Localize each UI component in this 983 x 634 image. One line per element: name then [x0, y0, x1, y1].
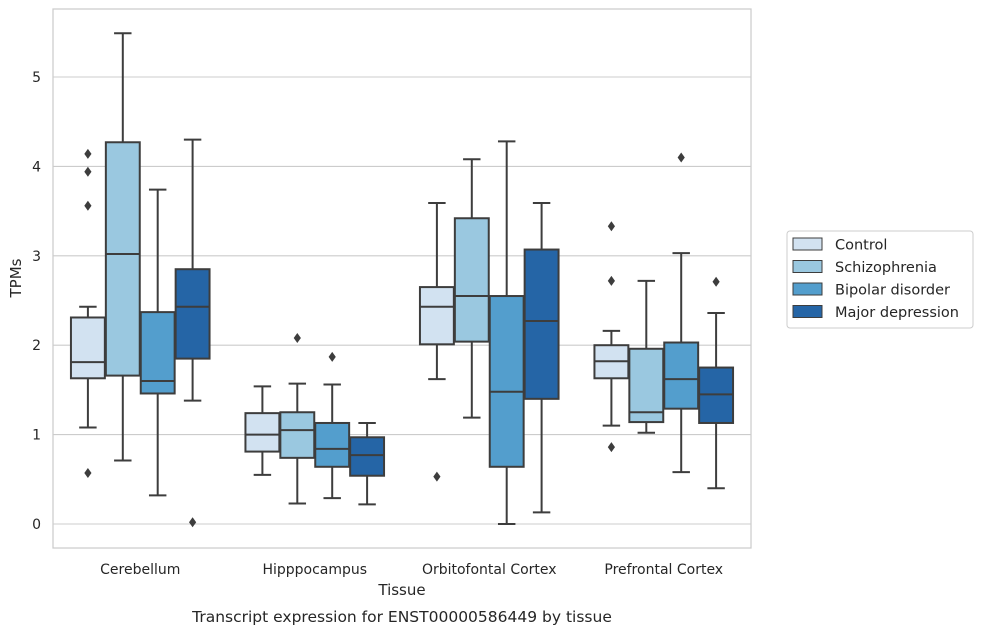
- legend-swatch: [792, 237, 823, 251]
- x-tick-label: Hipppocampus: [262, 562, 367, 578]
- box-bipolar-disorder: [314, 351, 351, 500]
- box-major-depression: [349, 421, 386, 506]
- plot-frame: [52, 8, 752, 549]
- outlier-point: [712, 276, 720, 287]
- outlier-point: [328, 351, 336, 362]
- x-tick-label: Prefrontal Cortex: [604, 562, 723, 578]
- y-axis-label: TPMs: [7, 258, 25, 298]
- y-tick-label: 2: [32, 338, 41, 354]
- box-major-depression: [174, 138, 211, 528]
- box-body: [418, 286, 455, 346]
- box-body: [349, 436, 386, 477]
- box-groups: [69, 32, 735, 528]
- legend: Control Schizophrenia Bipolar disorder Majo…: [786, 230, 974, 329]
- box-body: [488, 295, 525, 468]
- box-schizophrenia: [279, 333, 316, 505]
- box-schizophrenia: [453, 158, 490, 419]
- legend-label: Major depression: [835, 305, 959, 321]
- box-bipolar-disorder: [663, 152, 700, 474]
- box-body: [174, 268, 211, 360]
- box-body: [279, 411, 316, 459]
- box-body: [663, 341, 700, 410]
- outlier-point: [607, 442, 615, 453]
- y-tick-label: 4: [32, 159, 41, 175]
- box-control: [593, 221, 630, 453]
- outlier-point: [84, 148, 92, 159]
- box-body: [453, 217, 490, 343]
- box-schizophrenia: [104, 32, 141, 462]
- outlier-point: [84, 200, 92, 211]
- legend-label: Schizophrenia: [835, 260, 937, 276]
- outlier-point: [293, 333, 301, 344]
- y-tick-label: 3: [32, 249, 41, 265]
- y-tick-label: 5: [32, 70, 41, 86]
- legend-frame: [786, 230, 974, 329]
- box-bipolar-disorder: [139, 188, 176, 497]
- y-tick-label: 1: [32, 428, 41, 444]
- x-axis-label: Tissue: [377, 581, 425, 599]
- y-axis-ticks: 0 1 2 3 4 5: [32, 70, 41, 533]
- outlier-point: [677, 152, 685, 163]
- outlier-point: [607, 221, 615, 232]
- box-body: [139, 311, 176, 395]
- outlier-point: [84, 166, 92, 177]
- legend-label: Bipolar disorder: [835, 283, 950, 299]
- box-major-depression: [523, 202, 560, 514]
- box-control: [244, 385, 281, 476]
- chart-caption: Transcript expression for ENST0000058644…: [191, 608, 612, 626]
- legend-label: Control: [835, 238, 887, 254]
- box-body: [104, 141, 141, 377]
- box-body: [244, 412, 281, 453]
- legend-swatch: [792, 305, 823, 318]
- legend-swatch: [792, 260, 823, 273]
- outlier-point: [433, 471, 441, 482]
- x-tick-label: Orbitofontal Cortex: [422, 562, 557, 578]
- outlier-point: [84, 468, 92, 479]
- legend-swatch: [792, 282, 823, 296]
- box-body: [314, 421, 351, 468]
- box-schizophrenia: [628, 279, 665, 434]
- y-tick-label: 0: [32, 517, 41, 533]
- box-control: [418, 202, 455, 482]
- box-control: [69, 148, 106, 479]
- outlier-point: [607, 275, 615, 286]
- outlier-point: [189, 517, 197, 528]
- x-axis-ticks: Cerebellum Hipppocampus Orbitofontal Corte…: [100, 562, 723, 578]
- box-body: [523, 248, 560, 400]
- box-body: [628, 347, 665, 424]
- box-major-depression: [698, 276, 735, 490]
- box-body: [69, 316, 106, 380]
- x-tick-label: Cerebellum: [100, 562, 180, 578]
- box-bipolar-disorder: [488, 140, 525, 525]
